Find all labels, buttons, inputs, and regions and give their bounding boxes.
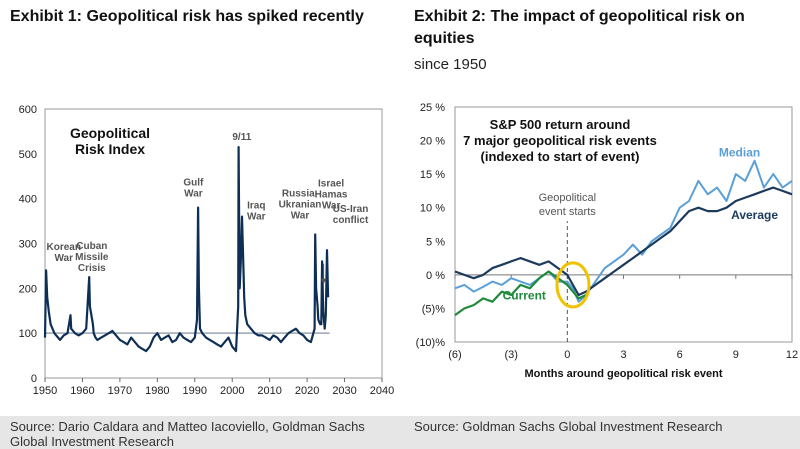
event-annotation-label: Ukranian bbox=[279, 200, 322, 211]
y-tick-label: 0 bbox=[31, 373, 37, 385]
x-tick-label: 9 bbox=[733, 349, 739, 361]
source-band bbox=[0, 416, 800, 449]
exhibit-2-source: Source: Goldman Sachs Global Investment … bbox=[414, 419, 723, 434]
x-tick-label: (6) bbox=[448, 349, 461, 361]
x-tick-label: 1950 bbox=[33, 385, 57, 397]
event-annotation-label: Cuban bbox=[76, 241, 107, 252]
event-annotation-label: War bbox=[54, 253, 73, 264]
event-annotation-label: War bbox=[247, 212, 266, 223]
chart-title-line: S&P 500 return around bbox=[490, 117, 631, 132]
series-line-current bbox=[454, 270, 587, 316]
y-tick-label: 20 % bbox=[420, 136, 445, 148]
event-start-label: Geopolitical bbox=[539, 192, 596, 204]
x-tick-label: 2000 bbox=[220, 385, 244, 397]
y-tick-label: 25 % bbox=[420, 102, 445, 114]
y-tick-label: (5)% bbox=[422, 303, 445, 315]
chart-title-line: 7 major geopolitical risk events bbox=[463, 133, 657, 148]
y-tick-label: 500 bbox=[19, 149, 37, 161]
y-tick-label: 200 bbox=[19, 283, 37, 295]
x-tick-label: 6 bbox=[677, 349, 683, 361]
x-tick-label: 1990 bbox=[183, 385, 207, 397]
event-start-label: event starts bbox=[539, 206, 596, 218]
y-tick-label: 100 bbox=[19, 328, 37, 340]
series-line-median bbox=[454, 159, 793, 303]
exhibit-2-subtitle: since 1950 bbox=[414, 56, 487, 73]
sp500-event-study-chart: (10)% (5)% 0 % 5 % 10 % 15 % 20 % 25 % (6) (3) 0 3 6… bbox=[416, 102, 798, 380]
y-tick-label: (10)% bbox=[416, 337, 446, 349]
y-tick-label: 5 % bbox=[426, 236, 445, 248]
y-tick-label: 10 % bbox=[420, 203, 445, 215]
y-tick-label: 0 % bbox=[426, 270, 445, 282]
chart-title-line: Geopolitical bbox=[70, 125, 150, 141]
plot-frame bbox=[454, 106, 793, 343]
x-tick-label: 1960 bbox=[70, 385, 94, 397]
current-label: Current bbox=[503, 289, 546, 303]
y-tick-label: 400 bbox=[19, 194, 37, 206]
x-tick-label: (3) bbox=[504, 349, 517, 361]
event-annotation-label: Russia- bbox=[282, 189, 318, 200]
plot-frame bbox=[44, 108, 383, 379]
y-tick-label: 600 bbox=[19, 104, 37, 116]
chart-title-line: (indexed to start of event) bbox=[481, 149, 640, 164]
risk-index-line bbox=[43, 146, 330, 353]
event-annotation-label: US-Iran bbox=[333, 204, 369, 215]
y-tick-label: 15 % bbox=[420, 169, 445, 181]
exhibit-1-source: Source: Dario Caldara and Matteo Iacovie… bbox=[10, 419, 365, 449]
average-label: Average bbox=[731, 208, 778, 222]
event-annotation-label: Israel bbox=[318, 178, 344, 189]
event-annotation-label: War bbox=[322, 200, 341, 211]
x-tick-label: 1970 bbox=[108, 385, 132, 397]
x-tick-label: 2010 bbox=[257, 385, 281, 397]
event-annotation-label: Korean bbox=[47, 242, 81, 253]
x-tick-label: 2040 bbox=[370, 385, 394, 397]
exhibit-1-title: Exhibit 1: Geopolitical risk has spiked … bbox=[10, 8, 364, 25]
exhibit-2-panel: Exhibit 2: The impact of geopolitical ri… bbox=[400, 0, 800, 449]
exhibit-2-title-line-1: Exhibit 2: The impact of geopolitical ri… bbox=[414, 8, 745, 25]
series-line-average bbox=[454, 186, 793, 297]
highlight-circle bbox=[555, 261, 591, 309]
event-annotation-label: Hamas bbox=[315, 189, 348, 200]
event-annotation-label: Iraq bbox=[247, 201, 265, 212]
annotation-arrow-head bbox=[320, 278, 327, 284]
event-annotation-label: War bbox=[184, 189, 203, 200]
exhibit-2-title-line-2: equities bbox=[414, 30, 475, 47]
event-annotation-label: Crisis bbox=[78, 263, 106, 274]
x-axis-label: Months around geopolitical risk event bbox=[524, 368, 722, 380]
exhibit-2-title: Exhibit 2: The impact of geopolitical ri… bbox=[414, 6, 745, 50]
exhibit-1-panel: Exhibit 1: Geopolitical risk has spiked … bbox=[10, 8, 395, 397]
median-label: Median bbox=[719, 146, 760, 160]
x-tick-label: 3 bbox=[620, 349, 626, 361]
geopolitical-risk-chart: 0 100 200 300 400 500 600 1950 1960 1970 1980 1990 2… bbox=[19, 104, 395, 397]
x-tick-label: 2020 bbox=[295, 385, 319, 397]
event-annotation-label: Missile bbox=[75, 252, 109, 263]
event-annotation-label: conflict bbox=[333, 215, 369, 226]
event-annotation-label: Gulf bbox=[183, 178, 204, 189]
y-tick-label: 300 bbox=[19, 239, 37, 251]
chart-title-line: Risk Index bbox=[75, 141, 145, 157]
event-annotation-label: War bbox=[291, 211, 310, 222]
x-tick-label: 0 bbox=[564, 349, 570, 361]
event-annotation-label: 9/11 bbox=[232, 132, 251, 143]
x-tick-label: 1980 bbox=[145, 385, 169, 397]
x-tick-label: 2030 bbox=[332, 385, 356, 397]
x-tick-label: 12 bbox=[786, 349, 798, 361]
